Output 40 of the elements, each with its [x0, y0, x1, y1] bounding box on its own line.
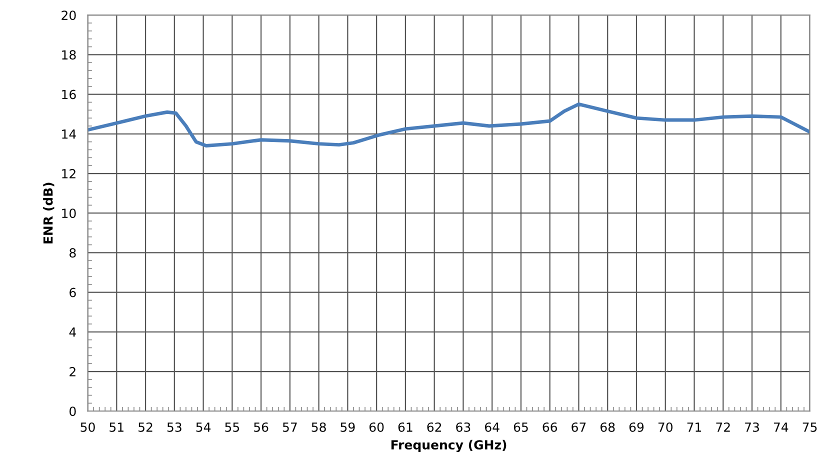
x-tick-label: 50 [80, 422, 95, 432]
x-tick-label: 71 [687, 422, 702, 432]
x-tick-label: 70 [658, 422, 673, 432]
x-tick-label: 56 [254, 422, 268, 432]
line-series [88, 102, 810, 148]
x-tick-label: 72 [716, 422, 730, 432]
x-tick-label: 60 [369, 422, 384, 432]
y-tick-label: 8 [70, 248, 76, 258]
x-tick-label: 53 [167, 422, 182, 432]
y-tick-label: 18 [62, 50, 76, 60]
x-tick-label: 68 [600, 422, 615, 432]
x-tick-label: 75 [802, 422, 817, 432]
y-axis-title: ENR (dB) [43, 182, 54, 244]
x-tick-label: 59 [340, 422, 355, 432]
x-tick-label: 65 [514, 422, 528, 432]
x-tick-label: 58 [312, 422, 326, 432]
y-tick-label: 2 [70, 366, 76, 376]
x-tick-label: 54 [196, 422, 211, 432]
x-tick-label: 69 [629, 422, 644, 432]
x-tick-label: 73 [745, 422, 759, 432]
x-tick-label: 64 [485, 422, 500, 432]
y-tick-label: 20 [62, 10, 76, 20]
y-tick-label: 14 [62, 130, 76, 139]
x-tick-label: 74 [774, 422, 788, 432]
x-tick-label: 67 [572, 422, 586, 432]
y-tick-label: 4 [69, 328, 76, 337]
x-tick-label: 57 [282, 422, 297, 432]
y-tick-label: 0 [70, 406, 76, 416]
y-tick-label: 12 [62, 168, 76, 178]
x-tick-label: 52 [138, 422, 152, 432]
x-tick-label: 66 [542, 422, 558, 432]
x-tick-label: 61 [398, 422, 412, 432]
x-axis-title: Frequency (GHz) [391, 440, 506, 452]
y-tick-label: 6 [70, 288, 76, 298]
y-tick-label: 16 [62, 90, 76, 100]
x-tick-label: 51 [110, 422, 124, 432]
x-tick-label: 55 [225, 422, 240, 432]
x-tick-label: 63 [456, 422, 470, 432]
y-tick-label: 10 [62, 208, 76, 218]
x-tick-label: 62 [427, 422, 442, 432]
